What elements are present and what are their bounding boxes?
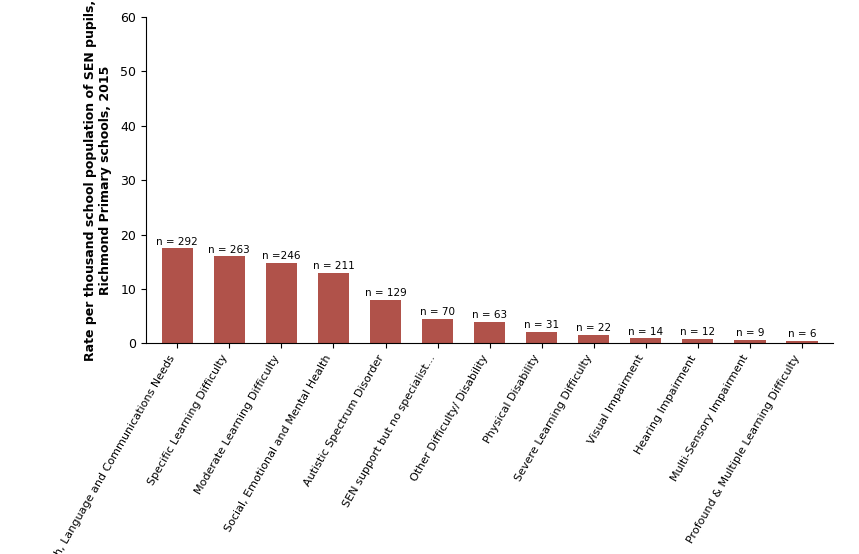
Bar: [318, 273, 349, 343]
Text: n = 14: n = 14: [628, 327, 663, 337]
Text: n =246: n =246: [262, 251, 301, 261]
Text: n = 22: n = 22: [576, 323, 612, 333]
Text: n = 63: n = 63: [472, 310, 507, 320]
Text: n = 129: n = 129: [364, 288, 406, 298]
Bar: [370, 300, 401, 343]
Bar: [682, 338, 714, 343]
Text: n = 70: n = 70: [420, 307, 455, 317]
Bar: [578, 335, 609, 343]
Text: n = 292: n = 292: [156, 237, 198, 247]
Text: n = 31: n = 31: [524, 320, 559, 330]
Bar: [422, 319, 454, 343]
Bar: [631, 338, 661, 343]
Text: n = 6: n = 6: [788, 330, 816, 340]
Y-axis label: Rate per thousand school population of SEN pupils,
Richmond Primary schools, 201: Rate per thousand school population of S…: [84, 0, 112, 361]
Text: n = 211: n = 211: [313, 261, 354, 271]
Bar: [214, 257, 245, 343]
Text: n = 12: n = 12: [680, 327, 716, 337]
Bar: [265, 263, 297, 343]
Text: n = 263: n = 263: [209, 245, 250, 255]
Bar: [474, 322, 505, 343]
Bar: [786, 341, 818, 343]
Bar: [734, 340, 765, 343]
Text: n = 9: n = 9: [735, 329, 765, 338]
Bar: [161, 248, 193, 343]
Bar: [526, 332, 557, 343]
